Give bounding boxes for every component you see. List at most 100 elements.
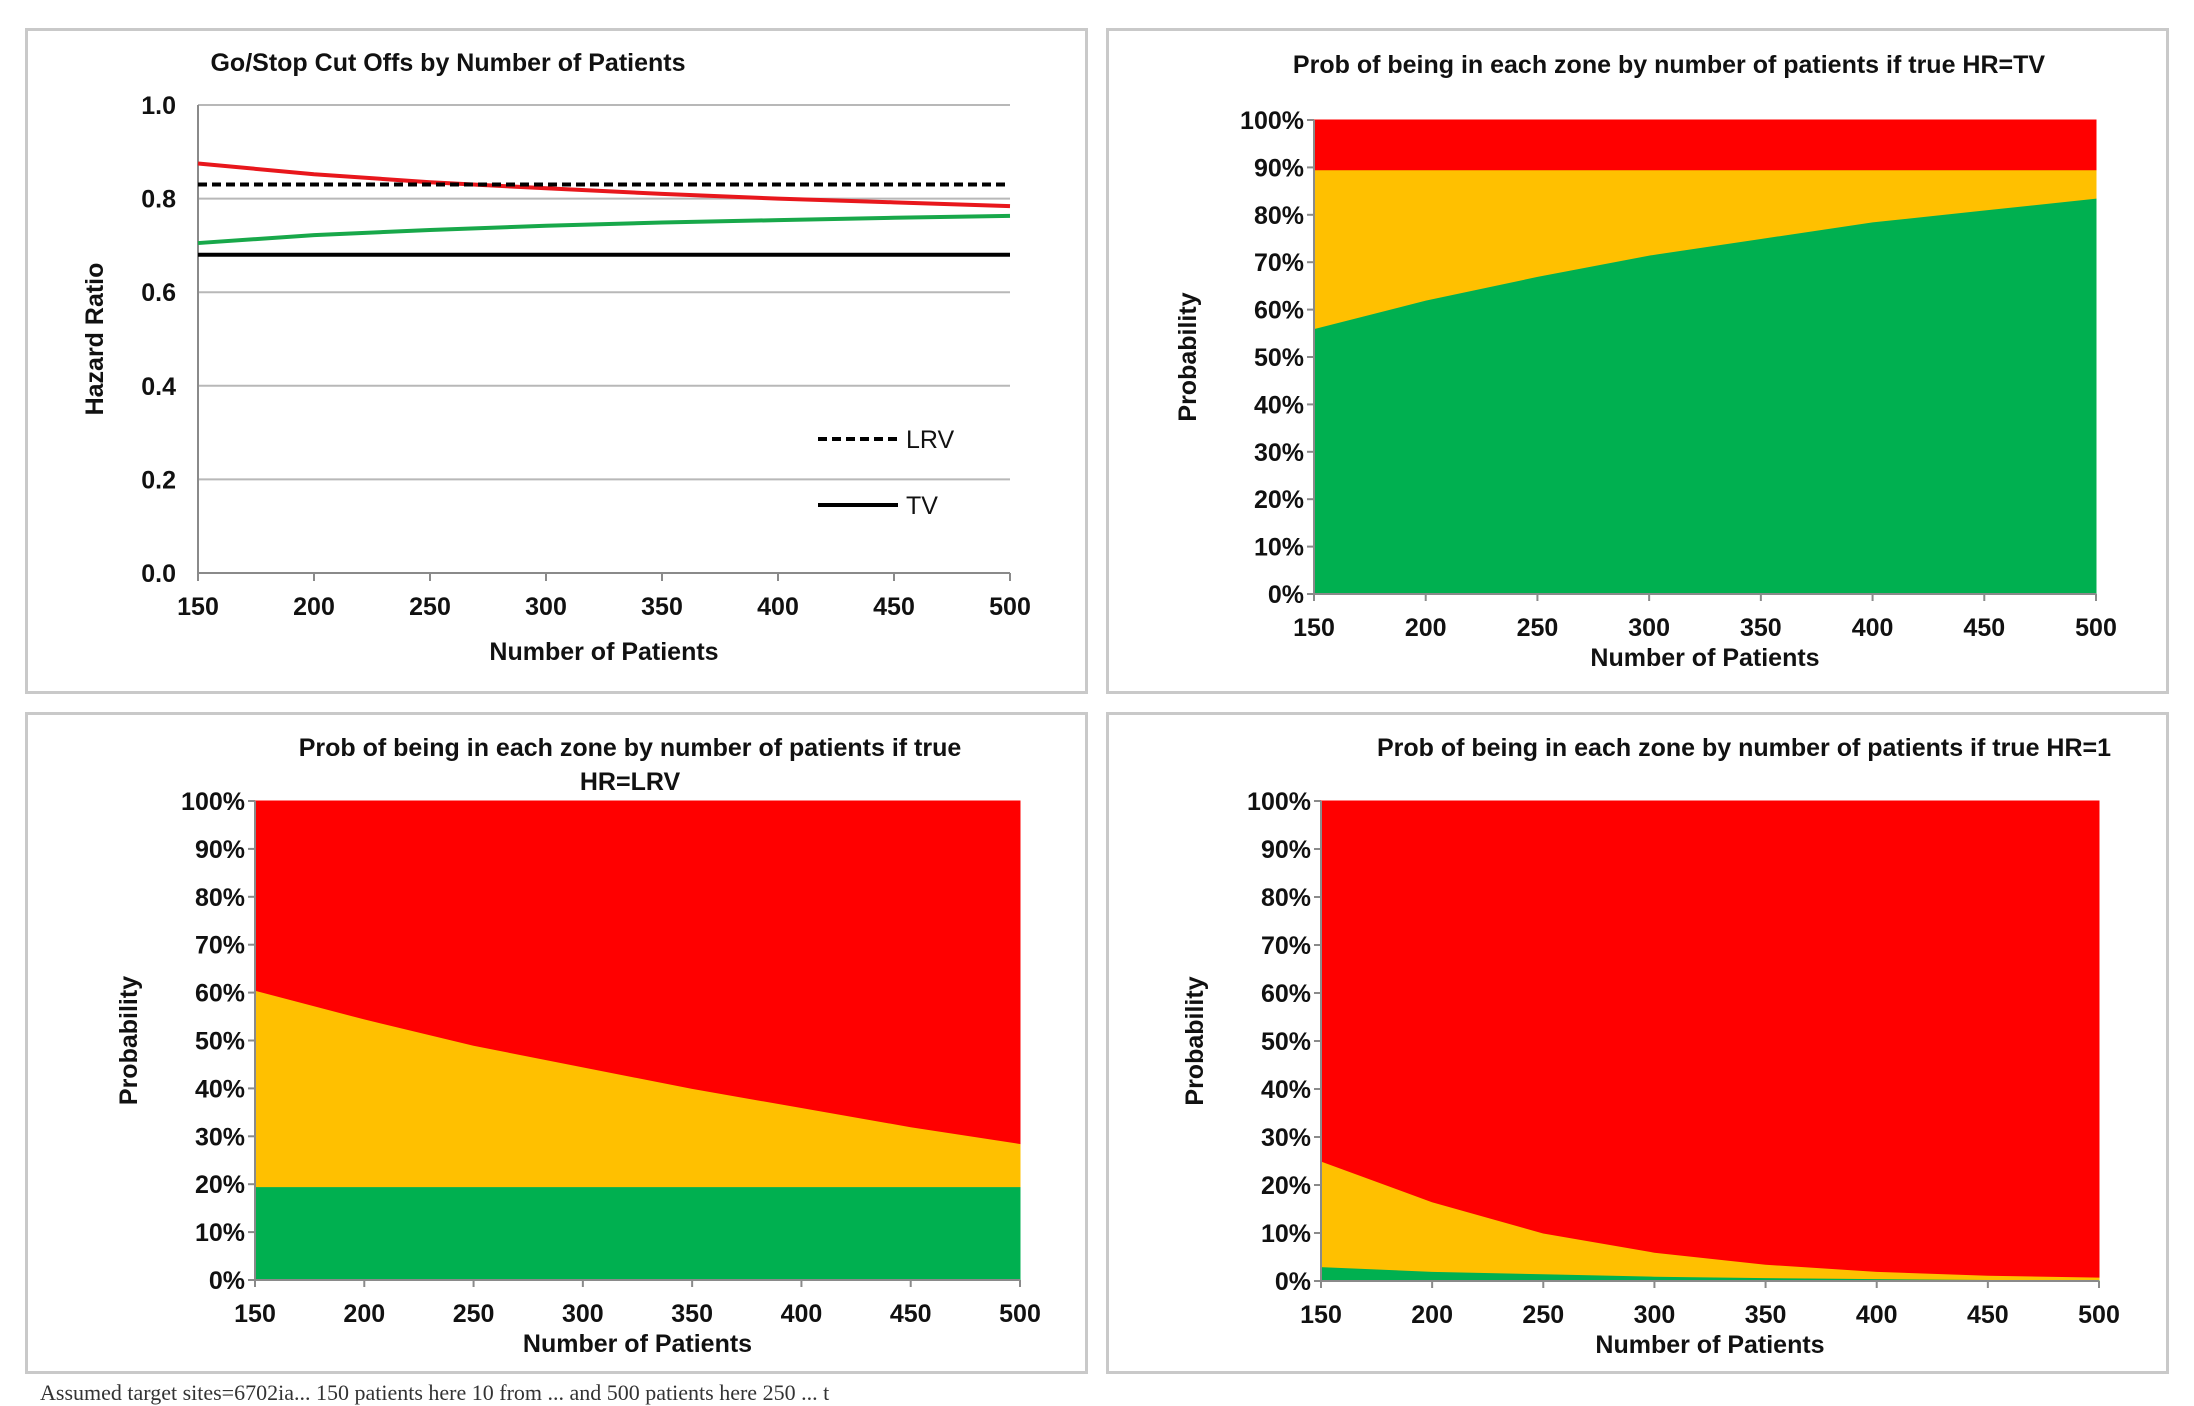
y-tick-label: 80% [1254, 202, 1304, 230]
x-tick-label: 250 [409, 593, 451, 621]
x-tick-label: 300 [525, 593, 567, 621]
y-tick-label: 0% [209, 1267, 245, 1295]
chart-title: Prob of being in each zone by number of … [1293, 51, 2045, 79]
x-tick-label: 500 [989, 593, 1031, 621]
y-tick-label: 0.0 [141, 560, 176, 588]
y-tick-label: 50% [1261, 1028, 1311, 1056]
zone-prob-lrv-chart: Prob of being in each zone by number of … [115, 734, 1041, 1358]
x-tick-label: 350 [641, 593, 683, 621]
zone-prob-tv-chart-panel: Prob of being in each zone by number of … [1106, 28, 2169, 694]
area-red-zone [1313, 119, 2097, 171]
y-tick-label: 100% [1240, 107, 1304, 135]
y-tick-label: 0.2 [141, 466, 176, 494]
chart-title: Go/Stop Cut Offs by Number of Patients [210, 49, 685, 77]
x-tick-label: 250 [453, 1300, 495, 1328]
x-tick-label: 150 [1293, 614, 1335, 642]
x-tick-label: 150 [177, 593, 219, 621]
x-tick-label: 450 [1963, 614, 2005, 642]
y-tick-label: 30% [1254, 439, 1304, 467]
x-tick-label: 300 [1628, 614, 1670, 642]
chart-title: Prob of being in each zone by number of … [299, 734, 962, 762]
x-axis-label: Number of Patients [489, 638, 718, 666]
y-tick-label: 0.8 [141, 186, 176, 214]
y-tick-label: 100% [181, 788, 245, 816]
x-tick-label: 150 [234, 1300, 276, 1328]
legend-label: LRV [906, 426, 955, 454]
x-tick-label: 350 [671, 1300, 713, 1328]
area-red-zone [254, 800, 1021, 1145]
y-tick-label: 1.0 [141, 92, 176, 120]
x-axis-label: Number of Patients [1595, 1331, 1824, 1359]
x-tick-label: 400 [781, 1300, 823, 1328]
x-tick-label: 400 [1852, 614, 1894, 642]
chart-title: Prob of being in each zone by number of … [1377, 734, 2111, 762]
y-tick-label: 50% [195, 1028, 245, 1056]
y-axis-label: Hazard Ratio [81, 263, 109, 416]
y-tick-label: 30% [1261, 1124, 1311, 1152]
x-axis-label: Number of Patients [523, 1330, 752, 1358]
y-tick-label: 50% [1254, 344, 1304, 372]
zone-prob-lrv-chart-panel: Prob of being in each zone by number of … [25, 712, 1088, 1374]
y-tick-label: 10% [1254, 534, 1304, 562]
y-axis-label: Probability [115, 976, 143, 1105]
x-tick-label: 500 [2078, 1301, 2120, 1329]
y-tick-label: 60% [1254, 297, 1304, 325]
y-tick-label: 80% [195, 884, 245, 912]
x-tick-label: 150 [1300, 1301, 1342, 1329]
y-tick-label: 100% [1247, 788, 1311, 816]
hazard-ratio-chart: Go/Stop Cut Offs by Number of Patients 0.… [81, 49, 1031, 666]
x-tick-label: 250 [1522, 1301, 1564, 1329]
x-tick-label: 200 [293, 593, 335, 621]
zone-prob-tv-chart: Prob of being in each zone by number of … [1174, 51, 2117, 672]
y-tick-label: 0.4 [141, 373, 176, 401]
y-tick-label: 20% [1254, 486, 1304, 514]
area-red-zone [1320, 800, 2100, 1278]
x-tick-label: 200 [343, 1300, 385, 1328]
y-tick-label: 0.6 [141, 279, 176, 307]
y-tick-label: 0% [1268, 581, 1304, 609]
y-tick-label: 40% [1254, 391, 1304, 419]
hazard-ratio-chart-panel: Go/Stop Cut Offs by Number of Patients 0.… [25, 28, 1088, 694]
y-tick-label: 40% [1261, 1076, 1311, 1104]
area-green-zone [254, 1186, 1021, 1281]
footnote-text: Assumed target sites=6702ia... 150 patie… [40, 1380, 830, 1405]
y-tick-label: 90% [195, 836, 245, 864]
y-tick-label: 20% [195, 1171, 245, 1199]
x-tick-label: 300 [562, 1300, 604, 1328]
y-tick-label: 0% [1275, 1268, 1311, 1296]
x-tick-label: 500 [999, 1300, 1041, 1328]
y-tick-label: 90% [1261, 836, 1311, 864]
series-line-red [197, 161, 1011, 209]
zone-prob-hr1-chart: Prob of being in each zone by number of … [1181, 734, 2120, 1359]
y-tick-label: 10% [195, 1219, 245, 1247]
zone-prob-hr1-chart-panel: Prob of being in each zone by number of … [1106, 712, 2169, 1374]
x-tick-label: 500 [2075, 614, 2117, 642]
y-tick-label: 90% [1254, 154, 1304, 182]
y-tick-label: 70% [195, 932, 245, 960]
x-tick-label: 400 [757, 593, 799, 621]
x-tick-label: 450 [873, 593, 915, 621]
y-axis-label: Probability [1174, 292, 1202, 421]
y-axis-label: Probability [1181, 976, 1209, 1105]
y-tick-label: 70% [1261, 932, 1311, 960]
x-tick-label: 400 [1856, 1301, 1898, 1329]
x-tick-label: 250 [1517, 614, 1559, 642]
x-tick-label: 450 [890, 1300, 932, 1328]
y-tick-label: 40% [195, 1075, 245, 1103]
y-tick-label: 30% [195, 1123, 245, 1151]
y-tick-label: 20% [1261, 1172, 1311, 1200]
x-tick-label: 200 [1405, 614, 1447, 642]
x-tick-label: 350 [1745, 1301, 1787, 1329]
series-line-green [197, 213, 1011, 246]
x-axis-label: Number of Patients [1590, 644, 1819, 672]
x-tick-label: 300 [1634, 1301, 1676, 1329]
y-tick-label: 10% [1261, 1220, 1311, 1248]
y-tick-label: 70% [1254, 249, 1304, 277]
legend-label: TV [906, 492, 938, 520]
y-tick-label: 60% [195, 980, 245, 1008]
chart-title: HR=LRV [580, 768, 681, 796]
x-tick-label: 200 [1411, 1301, 1453, 1329]
x-tick-label: 350 [1740, 614, 1782, 642]
y-tick-label: 60% [1261, 980, 1311, 1008]
x-tick-label: 450 [1967, 1301, 2009, 1329]
